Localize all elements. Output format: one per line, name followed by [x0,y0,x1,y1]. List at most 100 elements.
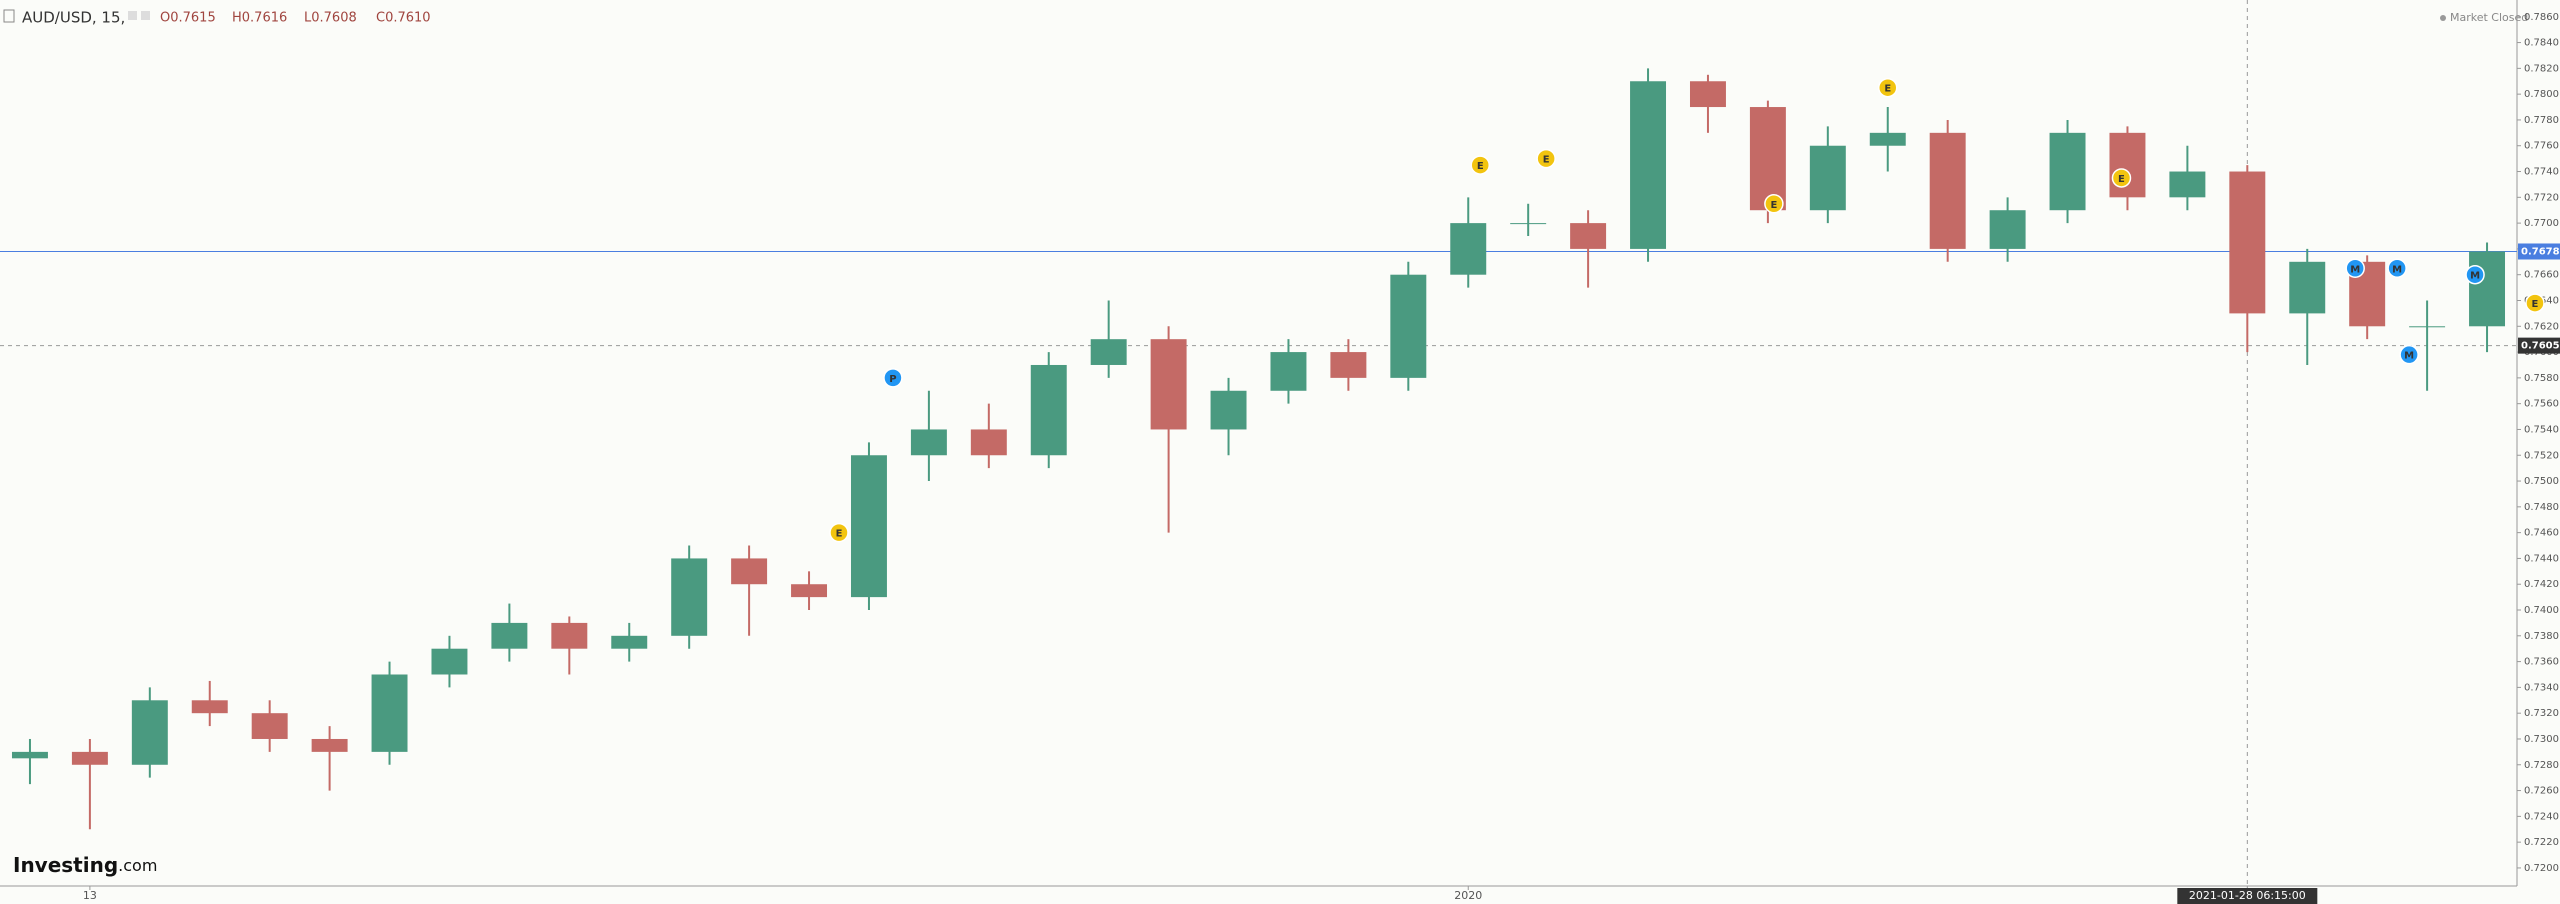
candle-body [251,713,288,739]
market-status: Market Closed [2450,11,2528,24]
y-tick-label: 0.7820 [2524,63,2559,74]
candle-body [1989,210,2026,249]
event-label: E [1884,84,1891,95]
candle-body [611,635,648,649]
event-label: P [889,374,896,385]
candle-body [71,751,108,765]
candle-body [1570,223,1607,249]
y-tick-label: 0.7540 [2524,424,2559,435]
candle-body [1630,81,1667,249]
logo-suffix: .com [118,856,157,875]
candle-body [1390,274,1427,378]
y-tick-label: 0.7320 [2524,708,2559,719]
y-tick-label: 0.7380 [2524,631,2559,642]
candle-body [1689,81,1726,108]
candle-body [311,738,348,752]
candle-body [491,622,528,649]
y-tick-label: 0.7740 [2524,167,2559,178]
candle-body [1090,339,1127,365]
icon[interactable] [141,11,150,20]
candle-body [191,700,228,714]
x-tick-label: 13 [83,889,97,902]
candle-body [551,622,588,649]
y-tick-label: 0.7800 [2524,89,2559,100]
logo-brand: Investing [13,853,118,877]
event-marker [1470,155,1490,175]
crosshair-x-box [2177,888,2318,904]
y-tick-label: 0.7400 [2524,605,2559,616]
y-tick-label: 0.7580 [2524,373,2559,384]
event-label: E [836,529,843,540]
candle-body [371,674,408,752]
ohlc-value: L0.7608 [304,11,357,26]
crosshair-y-box [2518,337,2560,354]
y-tick-label: 0.7860 [2524,12,2559,23]
y-tick-label: 0.7480 [2524,502,2559,513]
y-tick-label: 0.7660 [2524,270,2559,281]
candle-body [11,751,48,759]
candle-body [1510,223,1547,225]
logo: Investing.com [13,853,157,877]
candle-body [671,558,708,636]
event-marker [2525,293,2545,313]
candle-body [850,455,887,598]
event-marker [1878,77,1898,98]
crosshair-y-label: 0.7605 [2521,341,2560,352]
event-marker [883,368,903,388]
symbol: AUD/USD, 15, [22,9,125,27]
candle-body [2109,132,2146,198]
ohlc-value: O0.7615 [160,11,216,26]
event-label: M [2470,271,2480,282]
icon[interactable] [128,11,137,20]
y-tick-label: 0.7780 [2524,115,2559,126]
crosshair-x-label: 2021-01-28 06:15:00 [2189,889,2306,902]
candle-body [1330,352,1367,378]
candle-body [2409,326,2446,328]
event-label: M [2350,264,2360,275]
y-tick-label: 0.7760 [2524,141,2559,152]
candle-body [1270,352,1307,391]
candle-body [731,558,768,585]
event-label: E [2532,299,2539,310]
event-label: E [2118,174,2125,185]
event-marker [1536,148,1556,169]
event-marker [2111,168,2132,188]
candle-body [1749,107,1786,211]
candle-body [1210,390,1247,430]
candle-body [1030,364,1067,456]
last-price-box [2518,243,2560,260]
candle-body [131,700,168,765]
y-tick-label: 0.7280 [2524,760,2559,771]
ohlc-values: O0.7615 H0.7616 L0.7608 C0.7610 [160,11,431,26]
event-label: E [1543,155,1550,166]
candle-body [791,584,828,598]
y-tick-label: 0.7220 [2524,837,2559,848]
event-marker [2387,258,2407,279]
collapse-icon[interactable] [3,9,15,23]
y-tick-label: 0.7260 [2524,786,2559,797]
y-tick-label: 0.7460 [2524,528,2559,539]
event-marker [2465,264,2485,285]
candle-body [2049,132,2086,211]
event-marker [2345,258,2365,279]
event-marker [1764,194,1784,214]
y-tick-label: 0.7300 [2524,734,2559,745]
ohlc-value: H0.7616 [232,11,287,26]
candle-body [431,648,468,675]
y-tick-label: 0.7360 [2524,657,2559,668]
candle-body [2469,251,2506,327]
y-tick-label: 0.7720 [2524,192,2559,203]
y-tick-label: 0.7840 [2524,38,2559,49]
y-tick-label: 0.7520 [2524,450,2559,461]
status-dot [2440,15,2446,21]
last-price-label: 0.7678 [2521,246,2560,257]
y-tick-label: 0.7200 [2524,863,2559,874]
candle-body [1450,223,1487,275]
candle-body [1809,145,1846,211]
event-label: M [2404,351,2414,362]
candle-body [2229,171,2266,314]
y-tick-label: 0.7500 [2524,476,2559,487]
